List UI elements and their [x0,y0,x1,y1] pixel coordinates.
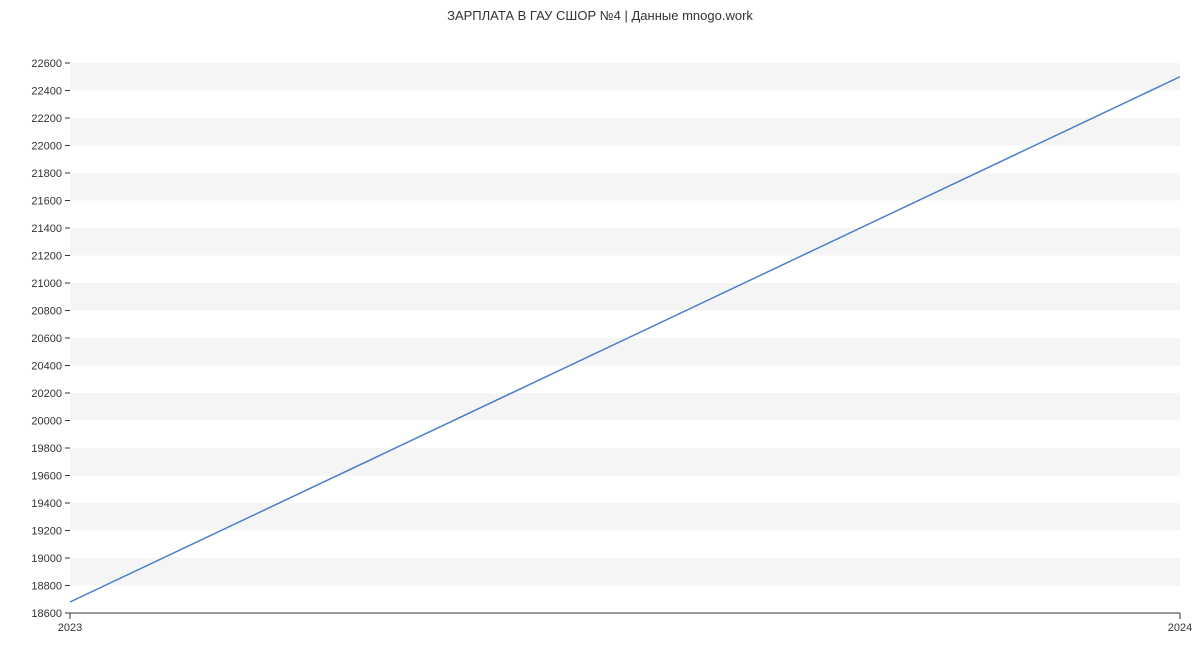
grid-band [70,311,1180,339]
y-tick-label: 21400 [31,223,62,235]
y-tick-label: 19600 [31,471,62,483]
grid-band [70,393,1180,421]
grid-band [70,228,1180,256]
y-tick-label: 19000 [31,553,62,565]
grid-band [70,338,1180,366]
y-tick-label: 18800 [31,581,62,593]
grid-band [70,366,1180,394]
x-tick-label: 2024 [1168,622,1192,634]
y-tick-label: 21800 [31,168,62,180]
y-tick-label: 19200 [31,526,62,538]
grid-band [70,558,1180,586]
y-tick-label: 22600 [31,58,62,70]
grid-band [70,476,1180,504]
salary-line-chart: ЗАРПЛАТА В ГАУ СШОР №4 | Данные mnogo.wo… [0,0,1200,650]
y-tick-label: 21600 [31,196,62,208]
grid-band [70,201,1180,229]
y-tick-label: 20200 [31,388,62,400]
y-tick-label: 20800 [31,306,62,318]
grid-band [70,586,1180,614]
x-tick-label: 2023 [58,622,82,634]
grid-band [70,173,1180,201]
grid-band [70,256,1180,284]
y-tick-label: 18600 [31,608,62,620]
grid-band [70,91,1180,119]
y-tick-label: 22400 [31,86,62,98]
chart-title: ЗАРПЛАТА В ГАУ СШОР №4 | Данные mnogo.wo… [0,0,1200,23]
grid-band [70,146,1180,174]
y-tick-label: 20600 [31,333,62,345]
grid-band [70,63,1180,91]
y-tick-label: 21000 [31,278,62,290]
grid-band [70,421,1180,449]
grid-band [70,283,1180,311]
grid-band [70,118,1180,146]
grid-band [70,531,1180,559]
y-tick-label: 20400 [31,361,62,373]
y-tick-label: 22200 [31,113,62,125]
y-tick-label: 22000 [31,141,62,153]
grid-band [70,503,1180,531]
grid-band [70,448,1180,476]
y-tick-label: 21200 [31,251,62,263]
y-tick-label: 19400 [31,498,62,510]
y-tick-label: 20000 [31,416,62,428]
y-tick-label: 19800 [31,443,62,455]
